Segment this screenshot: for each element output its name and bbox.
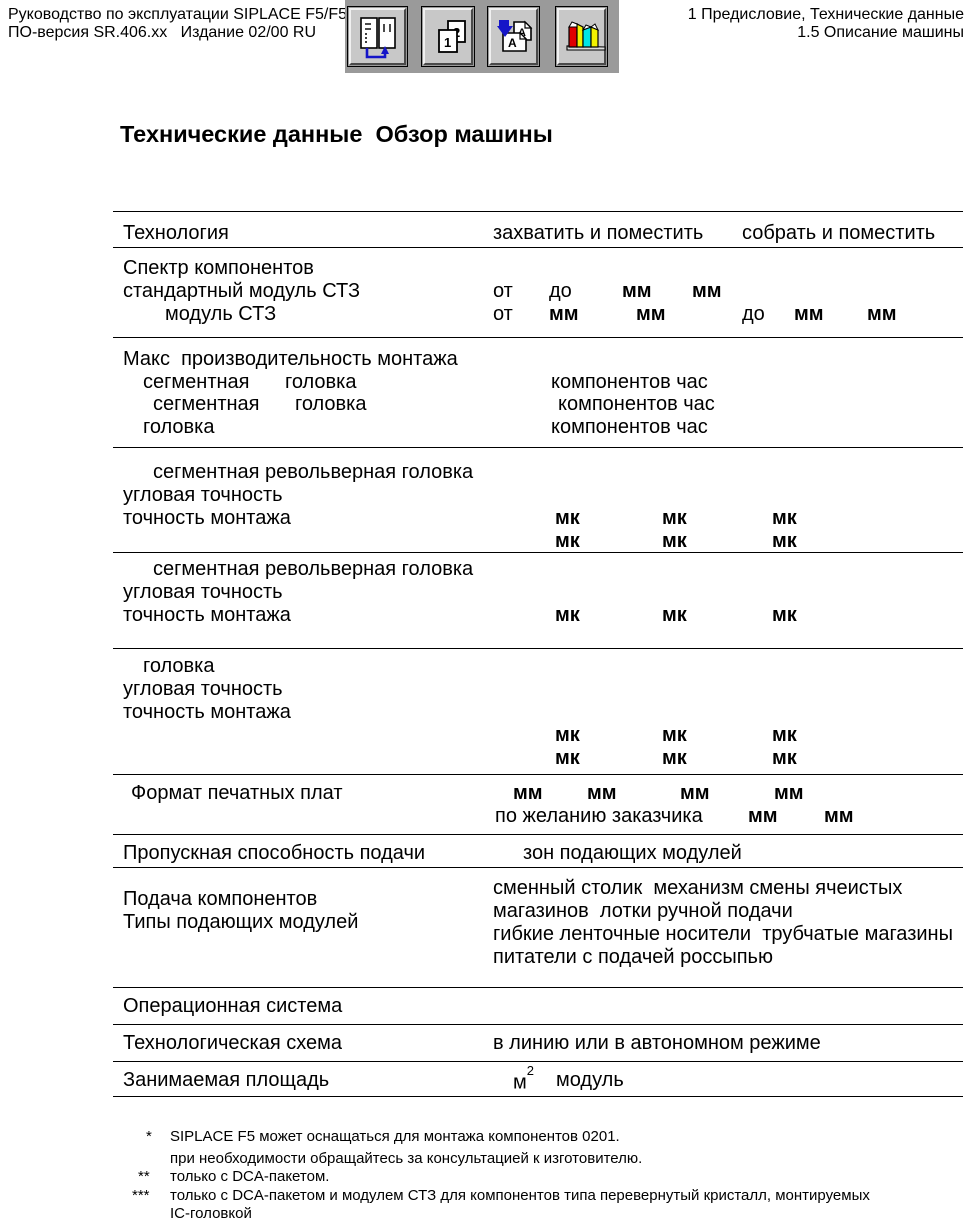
- svg-text:1: 1: [444, 35, 451, 50]
- svg-text:A: A: [508, 36, 517, 50]
